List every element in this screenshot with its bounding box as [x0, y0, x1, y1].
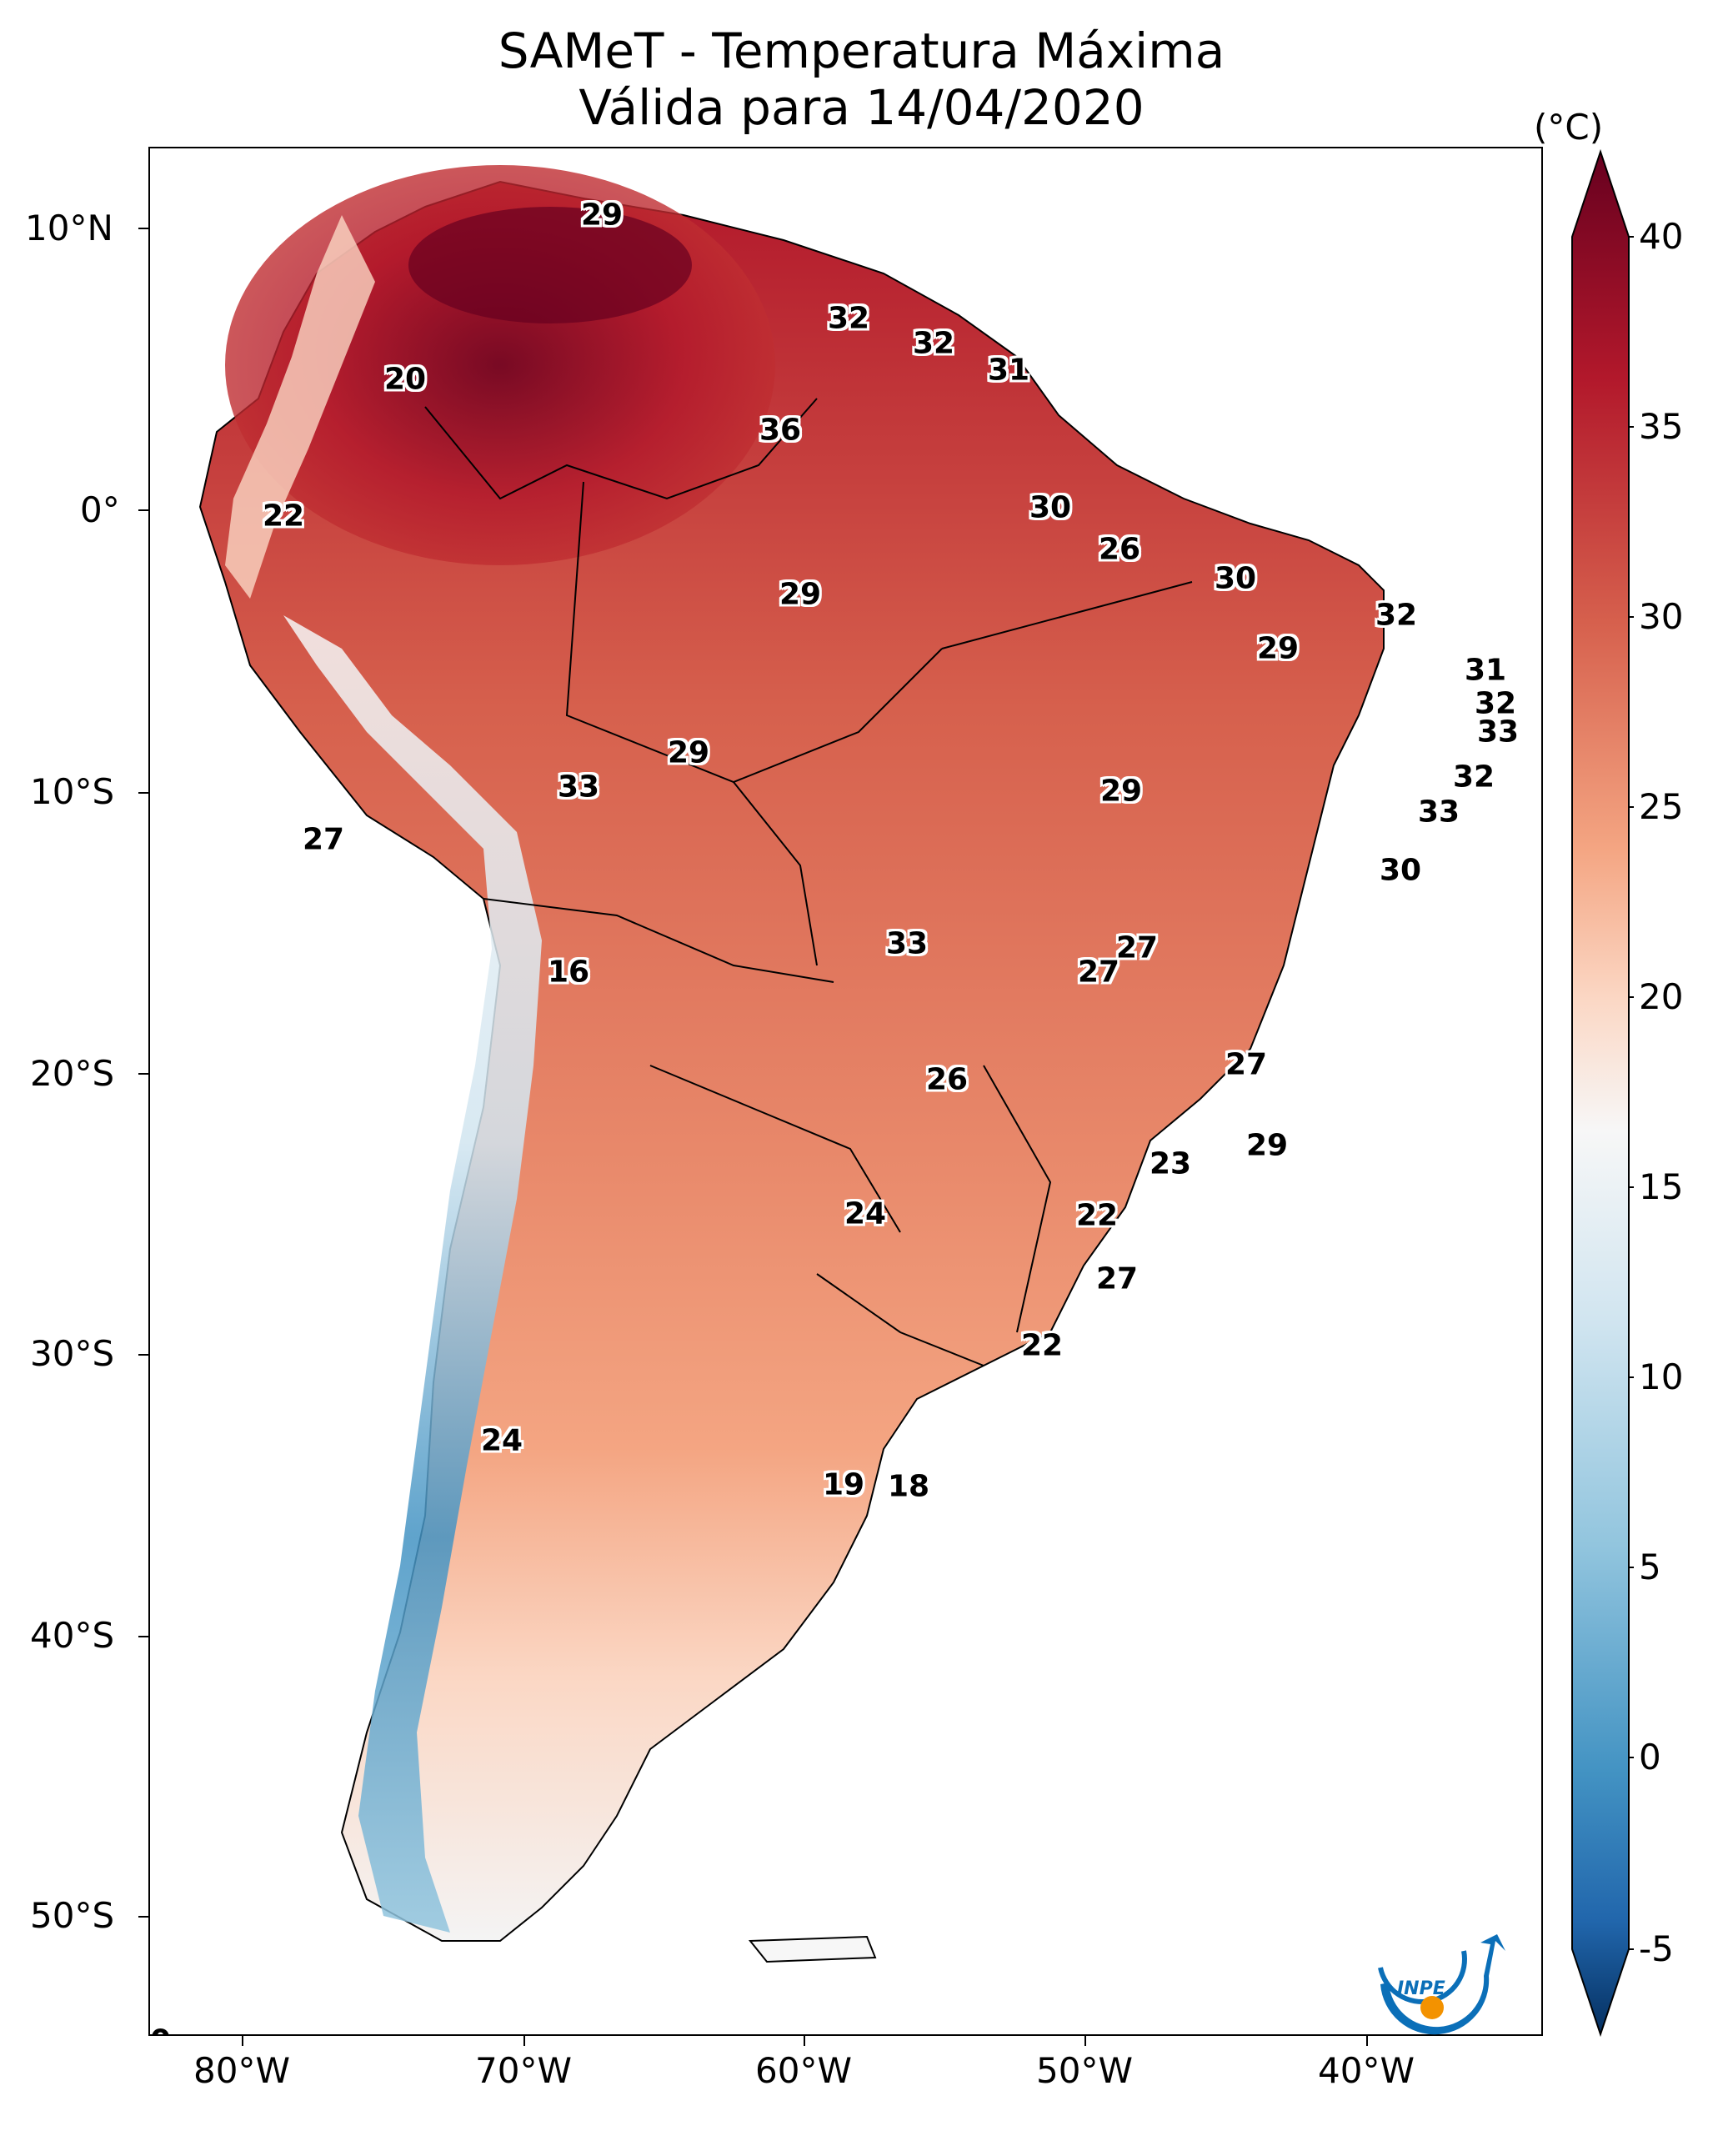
station-label: 23	[1149, 1146, 1192, 1181]
colombia-andes-band	[225, 215, 375, 599]
station-label: 20	[383, 362, 427, 397]
x-tick-label: 60°W	[755, 2050, 852, 2091]
station-label: 32	[1474, 686, 1517, 721]
x-tick-label: 50°W	[1036, 2050, 1133, 2091]
station-label: 32	[1375, 598, 1418, 633]
falkland-islands	[748, 1935, 877, 1963]
station-label: 27	[1077, 955, 1120, 990]
andes-cool-band	[283, 615, 542, 1933]
heat-core-venezuela	[408, 207, 692, 323]
x-tick-mark	[523, 2036, 525, 2046]
station-label: 36	[759, 413, 802, 448]
colorbar-tick-label: -5	[1639, 1928, 1674, 1969]
x-tick-label: 40°W	[1318, 2050, 1415, 2091]
station-label: 30	[150, 2024, 171, 2035]
station-label: 29	[667, 735, 710, 770]
station-label: 26	[925, 1062, 969, 1097]
colorbar-tick-label: 35	[1639, 406, 1684, 447]
y-tick-mark	[138, 1636, 148, 1637]
colorbar-tick-label: 25	[1639, 786, 1684, 827]
colorbar	[1571, 148, 1634, 2038]
colorbar-unit: (°C)	[1534, 107, 1604, 148]
x-tick-label: 70°W	[475, 2050, 572, 2091]
station-label: 22	[262, 499, 305, 534]
station-label: 27	[1225, 1047, 1268, 1082]
colorbar-tick-label: 30	[1639, 596, 1684, 637]
station-label: 32	[912, 326, 955, 361]
colorbar-tick-label: 15	[1639, 1166, 1684, 1207]
colorbar-tick-label: 10	[1639, 1356, 1684, 1397]
y-tick-label: 10°N	[25, 208, 113, 248]
inpe-logo: INPE	[1378, 1934, 1505, 2035]
station-label: 29	[779, 577, 822, 612]
x-tick-label: 80°W	[193, 2050, 290, 2091]
y-tick-mark	[138, 792, 148, 794]
temperature-field	[198, 165, 1385, 1963]
station-label: 26	[1098, 532, 1141, 567]
station-label: 29	[1256, 631, 1300, 666]
station-label: 29	[1099, 774, 1143, 809]
station-label: 29	[1245, 1128, 1289, 1163]
y-tick-label: 0°	[80, 489, 120, 530]
station-label: 24	[844, 1196, 887, 1231]
x-tick-mark	[1366, 2036, 1368, 2046]
station-label: 32	[827, 301, 870, 336]
inpe-logo-text: INPE	[1397, 1978, 1445, 1999]
station-label: 33	[885, 926, 929, 961]
station-label: 22	[1075, 1198, 1119, 1233]
station-label: 29	[580, 198, 624, 233]
y-tick-mark	[138, 1916, 148, 1918]
south-america-landmass	[198, 180, 1385, 1942]
x-tick-mark	[1084, 2036, 1086, 2046]
station-label: 27	[302, 822, 345, 857]
colorbar-tick-label: 0	[1639, 1737, 1661, 1777]
y-tick-label: 20°S	[30, 1053, 115, 1094]
station-label: 24	[480, 1423, 523, 1458]
map-area: 29 32 32 31 20 36 22 30 26 29 30 32 29 3…	[148, 147, 1543, 2036]
y-tick-mark	[138, 509, 148, 511]
station-label: 27	[1095, 1261, 1139, 1296]
station-label: 30	[1029, 490, 1072, 525]
station-label: 19	[822, 1467, 865, 1502]
y-tick-mark	[138, 1354, 148, 1356]
y-tick-label: 10°S	[30, 771, 115, 812]
y-tick-mark	[138, 228, 148, 229]
colorbar-tick-label: 5	[1639, 1547, 1661, 1587]
station-label: 33	[557, 770, 600, 805]
station-label: 33	[1476, 714, 1520, 750]
station-label: 30	[1214, 561, 1257, 596]
station-label: 32	[1452, 760, 1495, 795]
station-label: 27	[1115, 930, 1159, 965]
map-subtitle: Válida para 14/04/2020	[579, 79, 1144, 136]
colorbar-tick-label: 40	[1639, 216, 1684, 257]
x-tick-mark	[242, 2036, 243, 2046]
station-label: 16	[547, 955, 590, 990]
station-label: 31	[1464, 653, 1507, 688]
y-tick-mark	[138, 1073, 148, 1075]
y-tick-label: 40°S	[30, 1615, 115, 1656]
map-title: SAMeT - Temperatura Máxima	[498, 23, 1225, 79]
station-label: 30	[1379, 853, 1422, 888]
y-tick-label: 50°S	[30, 1895, 115, 1936]
x-tick-mark	[804, 2036, 805, 2046]
y-tick-label: 30°S	[30, 1333, 115, 1374]
station-label: 22	[1020, 1328, 1064, 1363]
station-label: 31	[987, 353, 1030, 388]
country-borders	[424, 398, 1193, 1366]
colorbar-tick-label: 20	[1639, 976, 1684, 1017]
station-label: 18	[887, 1469, 930, 1504]
station-label: 33	[1417, 795, 1460, 830]
